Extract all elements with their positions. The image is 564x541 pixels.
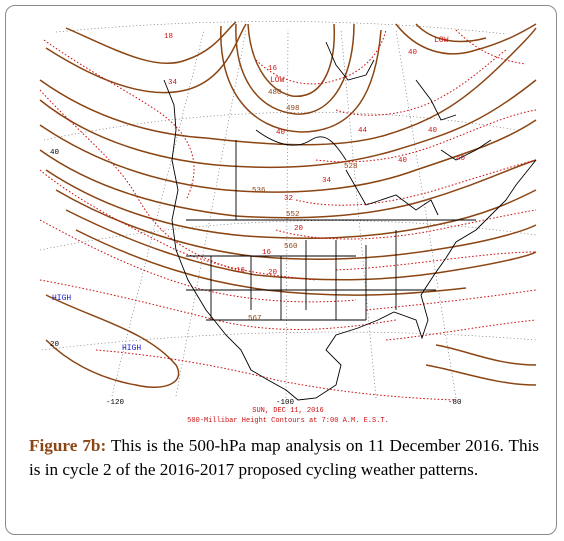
figure-caption: Figure 7b: This is the 500-hPa map analy… [29, 434, 539, 482]
contour-label: 16 [268, 65, 278, 73]
contour-label: 560 [284, 243, 298, 251]
contour-label: 480 [268, 89, 282, 97]
contour-label: 536 [252, 187, 266, 195]
latitude-label: 20 [50, 341, 60, 349]
contour-label: 552 [286, 211, 300, 219]
height-contours [39, 21, 537, 389]
contour-label: 34 [168, 79, 178, 87]
contour-label: 40 [398, 157, 408, 165]
figure-frame: 18 34 16 40 40 34 44 32 40 20 16 16 20 4… [5, 5, 557, 535]
contour-label: 528 [344, 163, 358, 171]
latitude-label: 40 [50, 149, 60, 157]
contour-label: 40 [456, 155, 466, 163]
contour-label: 567 [248, 315, 262, 323]
map-date-label: SUN, DEC 11, 2016 [252, 407, 323, 415]
longitude-label: -80 [448, 399, 462, 407]
contour-label: 498 [286, 105, 300, 113]
weather-map: 18 34 16 40 40 34 44 32 40 20 16 16 20 4… [36, 20, 540, 428]
contour-label: 32 [284, 195, 293, 203]
map-product-label: 500-Millibar Height Contours at 7:00 A.M… [187, 417, 389, 425]
contour-label: 44 [358, 127, 368, 135]
figure-caption-text: This is the 500-hPa map analysis on 11 D… [29, 436, 539, 479]
contour-label: 40 [408, 49, 418, 57]
contour-label: 18 [164, 33, 173, 41]
contour-label: 16 [236, 267, 246, 275]
contour-label: 16 [262, 249, 272, 257]
longitude-label: -100 [276, 399, 295, 407]
geography [163, 41, 537, 401]
contour-label: 20 [268, 269, 278, 277]
contour-label: 34 [322, 177, 332, 185]
high-pressure-label: HIGH [52, 294, 71, 303]
temperature-contours [39, 29, 537, 401]
contour-label: 40 [428, 127, 438, 135]
lat-lon-grid [39, 21, 537, 399]
longitude-label: -120 [106, 399, 125, 407]
low-pressure-label: LOW [270, 76, 285, 85]
contour-label: 40 [276, 129, 286, 137]
high-pressure-label: HIGH [122, 344, 141, 353]
contour-label: 20 [294, 225, 304, 233]
low-pressure-label: LOW [434, 36, 449, 45]
figure-caption-label: Figure 7b: [29, 436, 107, 455]
